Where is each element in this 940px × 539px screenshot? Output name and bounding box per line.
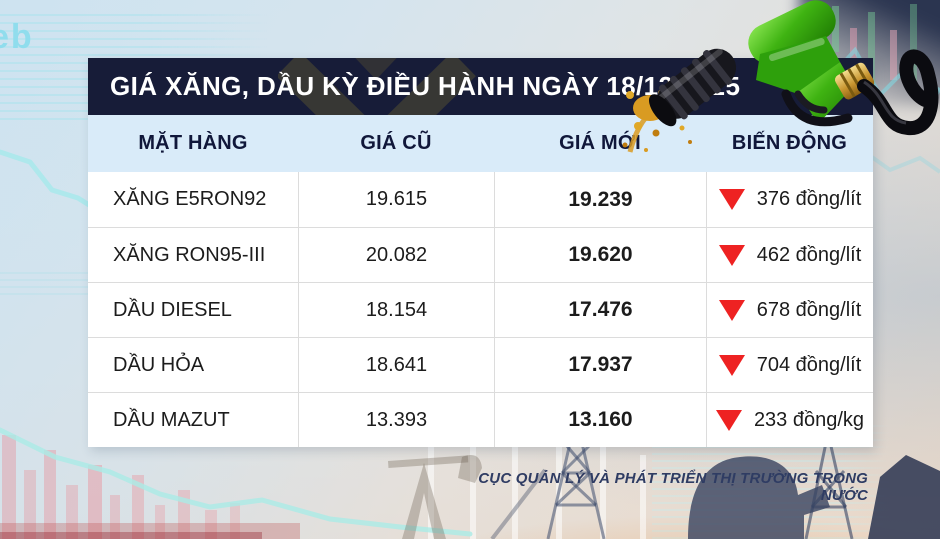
background-ticker-text: eb (0, 18, 34, 56)
pumpjack-silhouette-right (688, 456, 830, 539)
change-value: 376 đồng/lít (756, 188, 862, 210)
fuel-price-panel: GIÁ XĂNG, DẦU KỲ ĐIỀU HÀNH NGÀY 18/12/20… (88, 58, 873, 447)
table-row-product: XĂNG E5RON92 (113, 188, 267, 210)
table-row-new-price: 19.239 (494, 172, 706, 227)
table-row-new-price: 13.160 (494, 392, 706, 447)
table-row-old-price: 13.393 (298, 392, 494, 447)
table-row-new-price: 19.620 (494, 227, 706, 282)
change-value: 233 đồng/kg (753, 408, 865, 431)
table-row-change: 462 đồng/lít (706, 227, 873, 282)
nozzle-body (748, 0, 854, 127)
table-row-change: 233 đồng/kg (706, 392, 873, 447)
triangle-down-icon (718, 244, 745, 266)
triangle-down-icon (718, 354, 745, 376)
table-row-new-price: 17.937 (494, 337, 706, 392)
title-bar: GIÁ XĂNG, DẦU KỲ ĐIỀU HÀNH NGÀY 18/12/20… (88, 58, 873, 115)
table-row-new-price: 17.476 (494, 282, 706, 337)
change-value: 462 đồng/lít (756, 243, 862, 266)
table-row-product: DẦU HỎA (88, 337, 298, 392)
table-row-old-price: 20.082 (298, 227, 494, 282)
source-attribution: CỤC QUẢN LÝ VÀ PHÁT TRIỂN THỊ TRƯỜNG TRO… (478, 470, 868, 504)
fuel-nozzle-icon (622, 0, 939, 153)
price-table: MẶT HÀNG GIÁ CŨ GIÁ MỚI BIẾN ĐỘNG XĂNG E… (88, 115, 873, 447)
triangle-down-icon (715, 409, 742, 431)
change-value: 678 đồng/lít (756, 298, 862, 321)
table-row-product: DẦU DIESEL (88, 282, 298, 337)
column-header-change: BIẾN ĐỘNG (706, 115, 873, 172)
table-row-old-price: 19.615 (298, 172, 494, 227)
panel-title: GIÁ XĂNG, DẦU KỲ ĐIỀU HÀNH NGÀY 18/12/20… (110, 71, 741, 101)
table-row-product: DẦU MAZUT (88, 392, 298, 447)
nozzle-spout (649, 48, 737, 127)
table-row-change: 376 đồng/lít (706, 172, 873, 227)
table-row-change: 678 đồng/lít (706, 282, 873, 337)
table-row-old-price: 18.641 (298, 337, 494, 392)
column-header-product: MẶT HÀNG (88, 115, 298, 172)
chevron-watermark (278, 58, 476, 115)
triangle-down-icon (718, 299, 745, 321)
change-value: 704 đồng/lít (756, 353, 862, 376)
oilfield-silhouette-decoration (0, 415, 940, 539)
pumpjack-silhouette-left (388, 455, 482, 539)
table-row-change: 704 đồng/lít (706, 337, 873, 392)
table-row-old-price: 18.154 (298, 282, 494, 337)
triangle-down-icon (718, 189, 745, 210)
fuel-hose (857, 49, 939, 135)
column-header-old-price: GIÁ CŨ (298, 115, 494, 172)
table-row-product: XĂNG RON95-III (88, 227, 298, 282)
